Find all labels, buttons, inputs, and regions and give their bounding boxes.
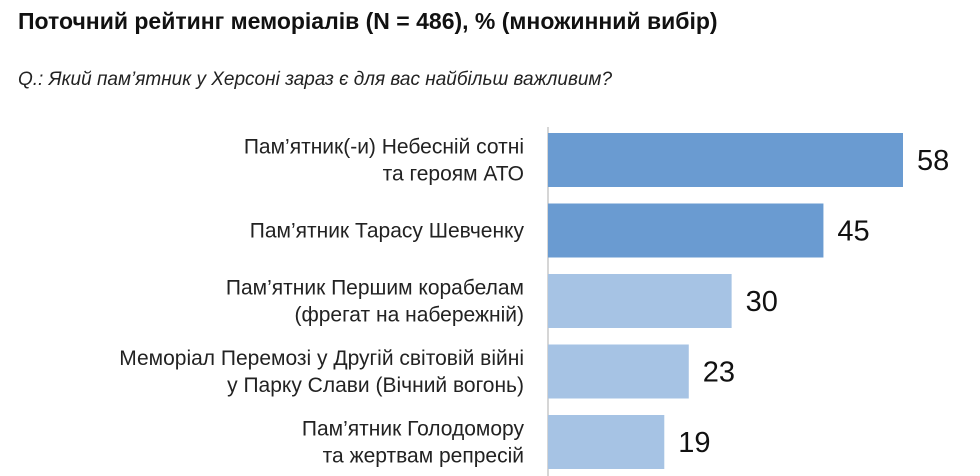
bar [548, 274, 732, 328]
category-label-line: Пам’ятник(-и) Небесній сотні [244, 136, 524, 159]
category-label-line: Пам’ятник Тарасу Шевченку [250, 220, 525, 243]
category-label-line: Пам’ятник Першим корабелам [226, 277, 524, 300]
category-label-line: та жертвам репресій [323, 445, 524, 468]
bar [548, 133, 903, 187]
question: Q.: Який пам’ятник у Херсоні зараз є для… [18, 69, 613, 90]
bar [548, 344, 689, 399]
category-label: Пам’ятник(-и) Небесній сотні та героям АТ… [244, 136, 524, 186]
category-label-line: та героям АТО [383, 163, 524, 186]
category-label: Пам’ятник Тарасу Шевченку [250, 220, 525, 243]
bar [548, 415, 665, 469]
value-label: 19 [678, 427, 710, 459]
title: Поточний рейтинг меморіалів (N = 486), %… [18, 8, 718, 34]
value-label: 58 [917, 145, 949, 177]
value-label: 45 [837, 216, 869, 248]
category-label-line: у Парку Слави (Вічний вогонь) [227, 374, 524, 397]
category-label-line: Меморіал Перемозі у Другій світовій війн… [119, 347, 524, 370]
bars-layer: 58 Пам’ятник(-и) Небесній сотні та героям … [119, 133, 949, 469]
category-label-line: (фрегат на набережній) [294, 304, 524, 327]
bar [548, 203, 824, 258]
category-label: Пам’ятник Першим корабелам (фрегат на наб… [226, 277, 524, 327]
value-label: 30 [746, 286, 778, 318]
category-label-line: Пам’ятник Голодомору [302, 418, 525, 441]
value-label: 23 [703, 357, 735, 389]
category-label: Меморіал Перемозі у Другій світовій війн… [119, 347, 524, 397]
category-label: Пам’ятник Голодомору та жертвам репресій [302, 418, 525, 468]
